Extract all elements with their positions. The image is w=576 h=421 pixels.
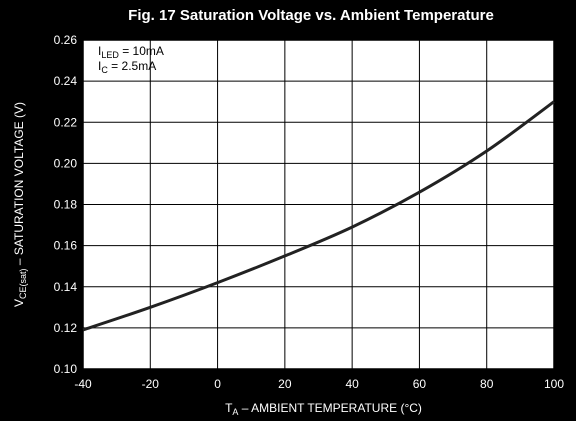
x-tick-label: 100 <box>544 377 564 391</box>
y-tick-label: 0.22 <box>54 115 78 129</box>
y-tick-label: 0.24 <box>54 74 78 88</box>
y-tick-label: 0.16 <box>54 239 78 253</box>
y-tick-label: 0.18 <box>54 198 78 212</box>
condition-label: ILED = 10mA <box>98 44 164 60</box>
chart-title: Fig. 17 Saturation Voltage vs. Ambient T… <box>128 7 494 24</box>
x-tick-label: 0 <box>214 377 221 391</box>
y-tick-label: 0.26 <box>54 33 78 47</box>
y-tick-labels: 0.10 0.12 0.14 0.16 0.18 0.20 0.22 0.24 0.26 <box>54 33 78 376</box>
x-tick-labels: -40 -20 0 20 40 60 80 100 <box>74 377 564 391</box>
x-tick-label: 40 <box>345 377 359 391</box>
y-tick-label: 0.10 <box>54 362 78 376</box>
y-tick-label: 0.14 <box>54 280 78 294</box>
x-tick-label: 20 <box>278 377 292 391</box>
y-tick-label: 0.20 <box>54 156 78 170</box>
x-tick-label: -20 <box>142 377 160 391</box>
x-axis-label: TA – AMBIENT TEMPERATURE (°C) <box>225 401 422 417</box>
y-axis-label: VCE(sat) – SATURATION VOLTAGE (V) <box>12 102 28 307</box>
x-tick-label: 60 <box>413 377 427 391</box>
y-tick-label: 0.12 <box>54 321 78 335</box>
condition-label: IC = 2.5mA <box>98 59 156 75</box>
x-tick-label: -40 <box>74 377 92 391</box>
x-tick-label: 80 <box>480 377 494 391</box>
series-line <box>82 100 555 332</box>
grid-lines <box>82 39 555 370</box>
